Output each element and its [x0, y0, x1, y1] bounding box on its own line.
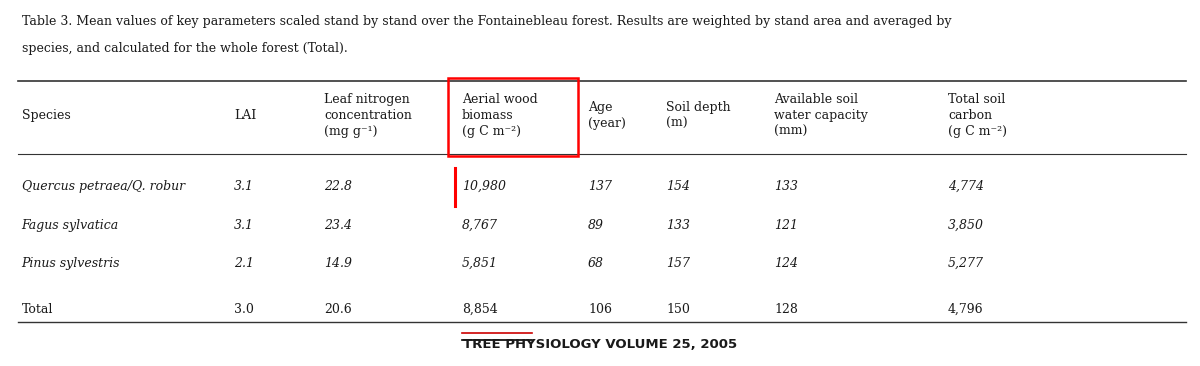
Text: 3.1: 3.1	[234, 219, 254, 232]
Text: Total: Total	[22, 303, 53, 316]
Text: Table 3. Mean values of key parameters scaled stand by stand over the Fontainebl: Table 3. Mean values of key parameters s…	[22, 15, 952, 28]
Text: Age
(year): Age (year)	[588, 101, 626, 130]
Text: 23.4: 23.4	[324, 219, 352, 232]
Text: 5,851: 5,851	[462, 257, 498, 270]
Text: 4,796: 4,796	[948, 303, 984, 316]
Text: 22.8: 22.8	[324, 180, 352, 193]
Text: 133: 133	[666, 219, 690, 232]
Text: Available soil
water capacity
(mm): Available soil water capacity (mm)	[774, 93, 868, 138]
Text: 154: 154	[666, 180, 690, 193]
Text: Total soil
carbon
(g C m⁻²): Total soil carbon (g C m⁻²)	[948, 93, 1007, 138]
Text: Fagus sylvatica: Fagus sylvatica	[22, 219, 119, 232]
Text: 3.0: 3.0	[234, 303, 254, 316]
Text: 3,850: 3,850	[948, 219, 984, 232]
Text: 20.6: 20.6	[324, 303, 352, 316]
Text: 106: 106	[588, 303, 612, 316]
Text: 2.1: 2.1	[234, 257, 254, 270]
Text: species, and calculated for the whole forest (Total).: species, and calculated for the whole fo…	[22, 42, 347, 55]
Text: 68: 68	[588, 257, 604, 270]
Text: 137: 137	[588, 180, 612, 193]
Text: 133: 133	[774, 180, 798, 193]
Text: 128: 128	[774, 303, 798, 316]
Text: 5,277: 5,277	[948, 257, 984, 270]
Text: 10,980: 10,980	[462, 180, 506, 193]
Text: 89: 89	[588, 219, 604, 232]
Text: 8,767: 8,767	[462, 219, 498, 232]
Text: Soil depth
(m): Soil depth (m)	[666, 101, 731, 130]
Text: Species: Species	[22, 109, 71, 122]
Text: 124: 124	[774, 257, 798, 270]
Text: 8,854: 8,854	[462, 303, 498, 316]
Text: 3.1: 3.1	[234, 180, 254, 193]
Text: 4,774: 4,774	[948, 180, 984, 193]
Text: Pinus sylvestris: Pinus sylvestris	[22, 257, 120, 270]
Text: 150: 150	[666, 303, 690, 316]
Text: 157: 157	[666, 257, 690, 270]
Text: 121: 121	[774, 219, 798, 232]
Text: 14.9: 14.9	[324, 257, 352, 270]
Text: Quercus petraea/Q. robur: Quercus petraea/Q. robur	[22, 180, 185, 193]
Text: Aerial wood
biomass
(g C m⁻²): Aerial wood biomass (g C m⁻²)	[462, 93, 538, 138]
Text: Leaf nitrogen
concentration
(mg g⁻¹): Leaf nitrogen concentration (mg g⁻¹)	[324, 93, 412, 138]
Text: TREE PHYSIOLOGY VOLUME 25, 2005: TREE PHYSIOLOGY VOLUME 25, 2005	[463, 338, 737, 351]
Text: LAI: LAI	[234, 109, 257, 122]
